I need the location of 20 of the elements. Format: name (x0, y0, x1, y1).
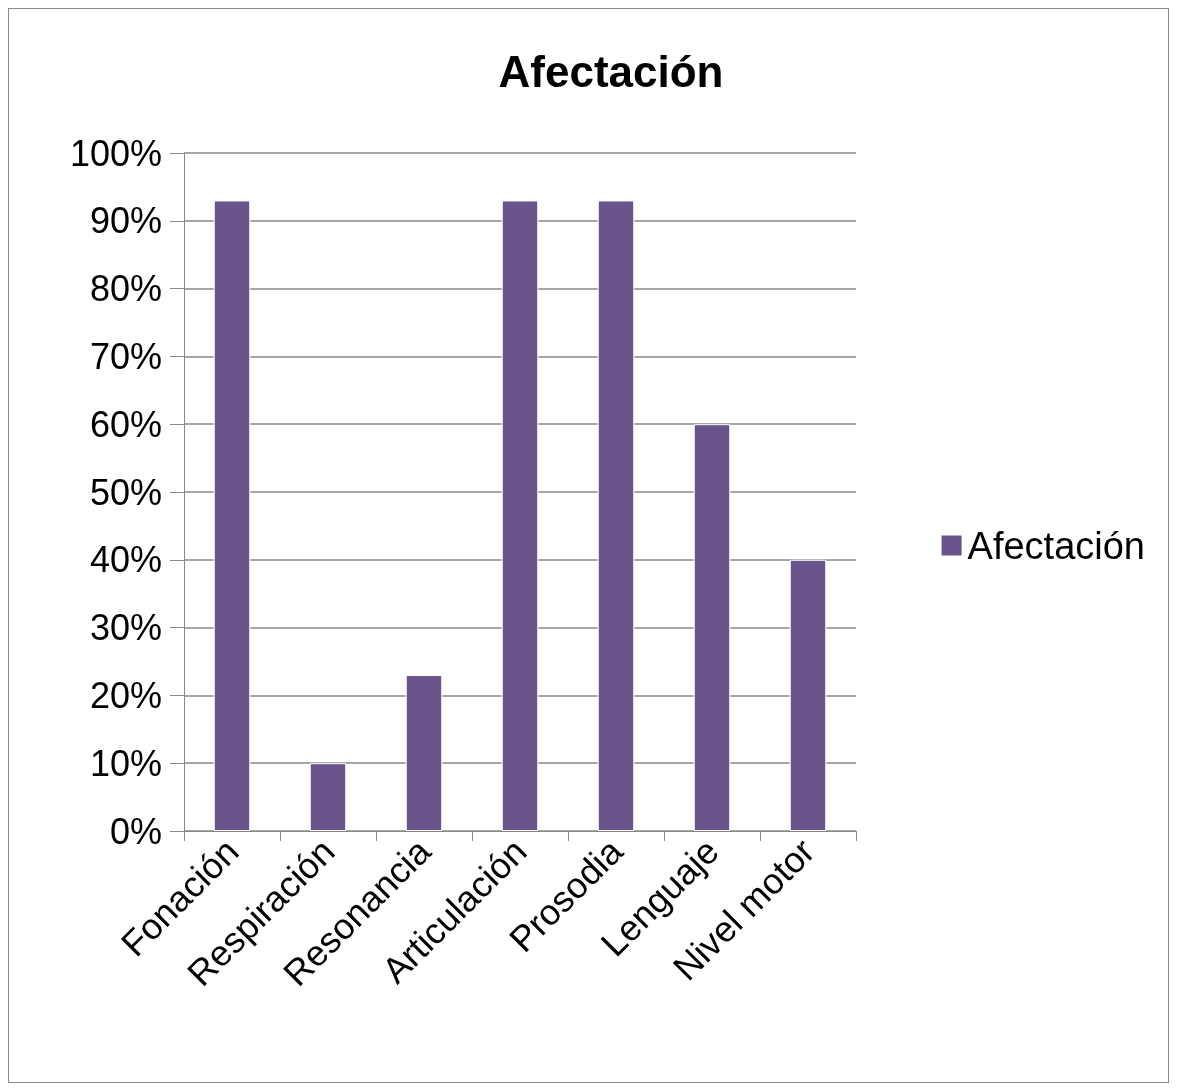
legend-label: Afectación (967, 524, 1146, 567)
bar (789, 559, 827, 831)
y-tick-label: 40% (89, 539, 162, 581)
y-tick-label: 0% (109, 810, 162, 852)
y-tick-label: 80% (89, 268, 162, 310)
y-tick-label: 70% (89, 335, 162, 377)
y-tick-label: 90% (89, 200, 162, 242)
y-tick-label: 60% (89, 403, 162, 445)
y-tick-label: 50% (89, 471, 162, 513)
y-tick-label: 10% (89, 742, 162, 784)
y-tick-label: 20% (89, 674, 162, 716)
bar (309, 763, 347, 831)
y-tick-label: 30% (89, 607, 162, 649)
bar (501, 200, 539, 831)
bar (597, 200, 635, 831)
bar (405, 675, 443, 831)
y-tick-label: 100% (69, 132, 162, 174)
bar (693, 424, 731, 831)
chart-title: Afectación (498, 46, 724, 96)
bar (213, 200, 251, 831)
